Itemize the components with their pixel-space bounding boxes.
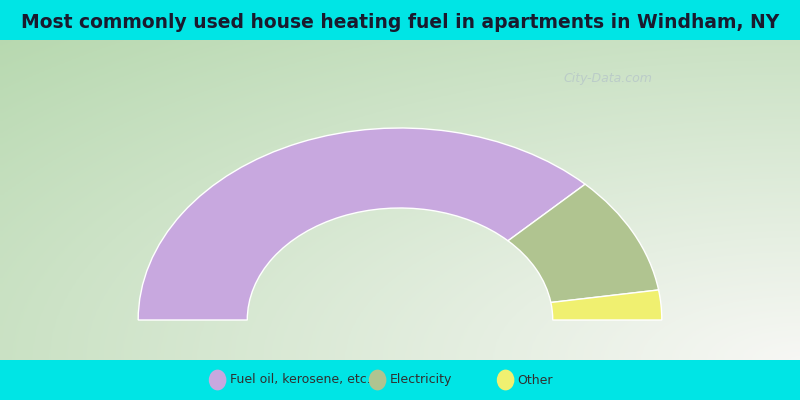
- Ellipse shape: [369, 370, 386, 390]
- Text: Most commonly used house heating fuel in apartments in Windham, NY: Most commonly used house heating fuel in…: [21, 12, 779, 32]
- Wedge shape: [551, 290, 662, 320]
- Wedge shape: [138, 128, 585, 320]
- Text: Electricity: Electricity: [390, 374, 452, 386]
- Text: City-Data.com: City-Data.com: [563, 72, 653, 85]
- Ellipse shape: [497, 370, 514, 390]
- Wedge shape: [508, 184, 658, 302]
- Ellipse shape: [209, 370, 226, 390]
- Text: Fuel oil, kerosene, etc.: Fuel oil, kerosene, etc.: [230, 374, 370, 386]
- Text: Other: Other: [518, 374, 553, 386]
